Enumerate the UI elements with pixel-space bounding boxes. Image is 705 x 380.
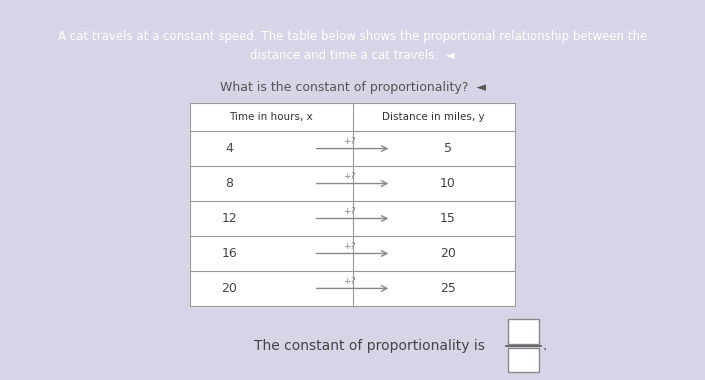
Text: Distance in miles, y: Distance in miles, y (382, 112, 485, 122)
Text: 12: 12 (221, 212, 237, 225)
Text: +?: +? (343, 172, 355, 181)
Text: distance and time a cat travels.  ◄: distance and time a cat travels. ◄ (250, 49, 455, 62)
Text: 25: 25 (440, 282, 455, 295)
Text: 20: 20 (221, 282, 237, 295)
Text: 8: 8 (225, 177, 233, 190)
Text: +?: +? (343, 242, 355, 251)
Text: 20: 20 (440, 247, 455, 260)
Text: 15: 15 (440, 212, 455, 225)
Text: 5: 5 (443, 142, 452, 155)
Text: +?: +? (343, 137, 355, 146)
Text: 16: 16 (221, 247, 237, 260)
Text: What is the constant of proportionality?  ◄: What is the constant of proportionality?… (219, 81, 486, 94)
Text: 10: 10 (440, 177, 455, 190)
Text: +?: +? (343, 207, 355, 216)
Text: 4: 4 (225, 142, 233, 155)
Text: A cat travels at a constant speed. The table below shows the proportional relati: A cat travels at a constant speed. The t… (58, 30, 647, 43)
Text: Time in hours, x: Time in hours, x (230, 112, 313, 122)
Text: .: . (543, 339, 547, 353)
Text: The constant of proportionality is: The constant of proportionality is (254, 339, 484, 353)
Text: +?: +? (343, 277, 355, 286)
